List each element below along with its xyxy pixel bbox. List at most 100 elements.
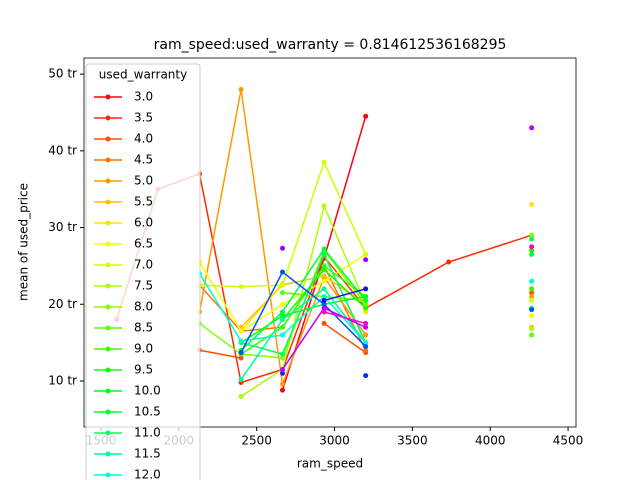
legend-label: 7.5 (134, 279, 153, 293)
point (363, 343, 369, 349)
point (280, 355, 286, 361)
point (363, 332, 369, 338)
point (363, 373, 369, 379)
point (321, 251, 327, 257)
x-tick-label: 3500 (397, 434, 428, 448)
point (321, 159, 327, 165)
legend-label: 11.0 (134, 426, 161, 440)
legend-marker (105, 367, 111, 373)
legend-marker (105, 409, 111, 415)
point (238, 284, 244, 290)
legend-label: 4.0 (134, 132, 153, 146)
legend-marker (105, 430, 111, 436)
legend-box (85, 63, 201, 480)
y-tick-label: 10 tr (48, 373, 77, 387)
point (529, 290, 535, 296)
point (529, 313, 535, 319)
point (363, 286, 369, 292)
legend-label: 7.0 (134, 258, 153, 272)
legend-label: 4.5 (134, 153, 153, 167)
point (238, 86, 244, 92)
legend-label: 3.0 (134, 90, 153, 104)
point (363, 309, 369, 315)
legend-marker (105, 136, 111, 142)
y-axis-label: mean of used_price (17, 183, 31, 301)
legend-label: 3.5 (134, 111, 153, 125)
point (363, 305, 369, 311)
point (529, 307, 535, 313)
point (321, 286, 327, 292)
point (321, 305, 327, 311)
point (280, 387, 286, 393)
legend-label: 12.0 (134, 468, 161, 480)
point (363, 297, 369, 303)
point (321, 294, 327, 300)
point (529, 332, 535, 338)
y-tick-label: 50 tr (48, 67, 77, 81)
point (529, 294, 535, 300)
legend-marker (105, 283, 111, 289)
point (321, 246, 327, 252)
series-line (323, 288, 366, 302)
legend-marker (105, 241, 111, 247)
point (446, 259, 452, 265)
legend-marker (105, 451, 111, 457)
point (529, 244, 535, 250)
point (280, 309, 286, 315)
point (363, 257, 369, 263)
legend-label: 5.0 (134, 174, 153, 188)
legend-label: 6.0 (134, 216, 153, 230)
legend-marker (105, 157, 111, 163)
legend-marker (105, 325, 111, 331)
series-line (240, 295, 366, 344)
point (280, 245, 286, 251)
x-tick-label: 2500 (241, 434, 272, 448)
point (280, 370, 286, 376)
legend-marker (105, 346, 111, 352)
point (238, 376, 244, 382)
point (321, 309, 327, 315)
point (363, 251, 369, 257)
point (529, 202, 535, 208)
point (280, 313, 286, 319)
point (280, 317, 286, 323)
x-tick-label: 3000 (319, 434, 350, 448)
legend-marker (105, 220, 111, 226)
point (280, 366, 286, 372)
point (238, 355, 244, 361)
legend-marker (105, 304, 111, 310)
plot-frame (83, 57, 577, 428)
legend-label: 8.0 (134, 300, 153, 314)
point (238, 338, 244, 344)
legend-label: 5.5 (134, 195, 153, 209)
point (280, 290, 286, 296)
point (363, 301, 369, 307)
point (321, 320, 327, 326)
y-tick-label: 30 tr (48, 220, 77, 234)
point (280, 269, 286, 275)
point (529, 251, 535, 257)
point (363, 347, 369, 353)
point (529, 297, 535, 303)
point (280, 351, 286, 357)
legend-label: 11.5 (134, 447, 161, 461)
legend-marker (105, 115, 111, 121)
legend-marker (105, 94, 111, 100)
legend-label: 10.5 (134, 405, 161, 419)
point (280, 381, 286, 387)
point (529, 286, 535, 292)
point (321, 301, 327, 307)
point (321, 297, 327, 303)
point (280, 282, 286, 288)
point (529, 236, 535, 242)
y-tick-label: 40 tr (48, 143, 77, 157)
legend-label: 8.5 (134, 321, 153, 335)
x-tick-label: 4500 (553, 434, 584, 448)
point (321, 267, 327, 273)
point (529, 232, 535, 238)
point (238, 328, 244, 334)
point (363, 320, 369, 326)
point (363, 340, 369, 346)
point (280, 324, 286, 330)
